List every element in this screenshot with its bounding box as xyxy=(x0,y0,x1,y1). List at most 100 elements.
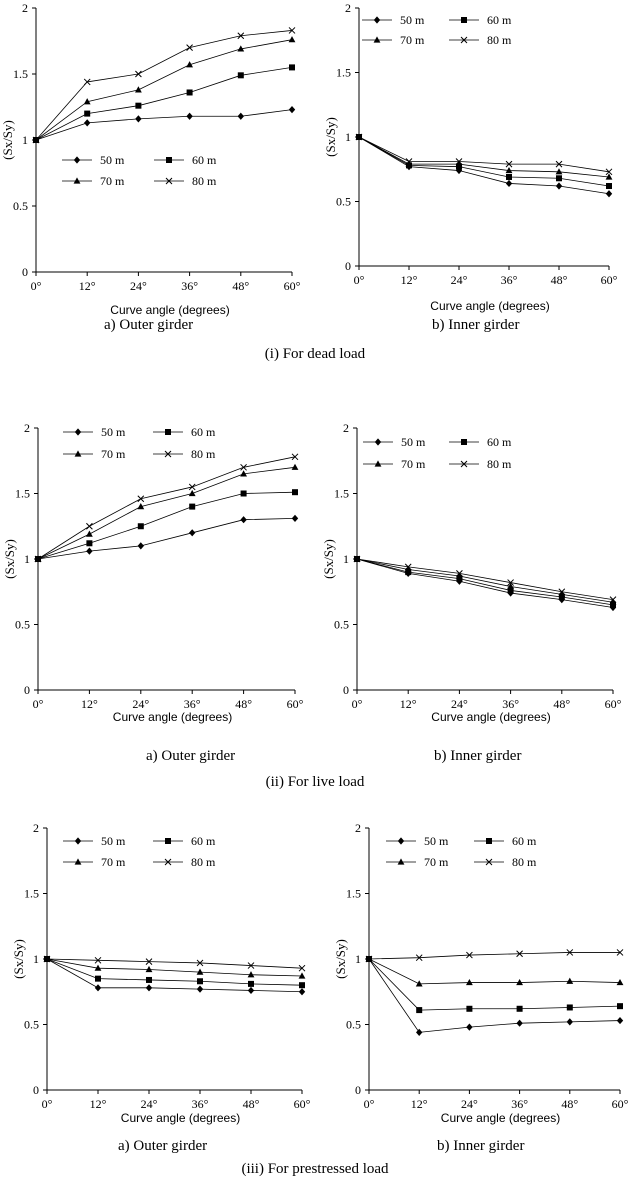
data-point xyxy=(186,44,193,51)
data-point xyxy=(516,1019,523,1027)
legend-marker xyxy=(374,438,382,446)
series-line xyxy=(35,109,293,141)
data-point xyxy=(506,173,512,180)
data-point xyxy=(616,978,624,986)
data-point xyxy=(455,160,463,167)
panel-caption: a) Outer girder xyxy=(146,748,235,764)
data-point xyxy=(415,954,423,962)
x-tick-label: 48° xyxy=(235,697,252,711)
data-point xyxy=(145,965,153,973)
panel-caption: b) Inner girder xyxy=(434,748,521,764)
data-point xyxy=(34,555,42,563)
y-tick-label: 0 xyxy=(24,683,30,697)
data-point xyxy=(135,102,142,109)
data-point xyxy=(137,542,144,550)
data-point xyxy=(616,1016,624,1025)
x-tick-label: 12° xyxy=(401,273,418,287)
data-point xyxy=(94,984,102,992)
x-tick-label: 24° xyxy=(451,697,468,711)
y-tick-label: 1 xyxy=(345,130,351,144)
x-axis-label: Curve angle (degrees) xyxy=(121,1111,240,1125)
y-tick-label: 2 xyxy=(345,1,351,15)
data-point xyxy=(43,955,51,963)
legend-marker xyxy=(397,858,405,865)
series-line xyxy=(358,136,610,178)
data-point xyxy=(556,175,562,182)
legend-marker xyxy=(397,837,405,845)
data-point xyxy=(288,106,296,114)
data-point xyxy=(365,955,373,963)
y-tick-label: 1 xyxy=(343,552,349,566)
x-tick-label: 12° xyxy=(90,1097,107,1111)
data-point xyxy=(617,1003,623,1010)
x-tick-label: 60° xyxy=(601,273,618,287)
x-tick-label: 0° xyxy=(364,1097,375,1111)
data-point xyxy=(186,89,193,96)
x-tick-label: 60° xyxy=(294,1097,311,1111)
series-line xyxy=(37,466,296,560)
x-axis-label: Curve angle (degrees) xyxy=(110,303,229,317)
legend-label: 80 m xyxy=(512,855,537,869)
y-tick-label: 2 xyxy=(24,421,30,435)
legend-label: 70 m xyxy=(424,855,449,869)
legend-label: 70 m xyxy=(401,457,426,471)
panel-caption: b) Inner girder xyxy=(432,317,519,333)
legend-marker xyxy=(460,36,468,44)
data-point xyxy=(186,112,193,120)
data-point xyxy=(298,988,306,996)
legend-label: 60 m xyxy=(191,425,216,439)
data-point xyxy=(558,588,566,596)
data-point xyxy=(84,110,91,117)
y-tick-label: 0.5 xyxy=(24,1018,39,1032)
y-tick-label: 1 xyxy=(24,552,30,566)
series-line xyxy=(356,558,614,606)
y-axis-label: (Sx/Sy) xyxy=(0,120,15,160)
y-tick-label: 0.5 xyxy=(346,1018,361,1032)
chart-panel: 0 0.5 1 1.5 2 0° 12° 24° 36° 48° 60° (Sx/Sy) Curve a… xyxy=(333,821,629,1154)
data-point xyxy=(135,115,142,123)
data-point xyxy=(291,514,299,522)
data-point xyxy=(456,572,463,579)
data-point xyxy=(86,547,93,555)
legend-marker xyxy=(74,837,82,845)
x-tick-label: 0° xyxy=(354,273,365,287)
legend-marker xyxy=(373,16,381,24)
x-tick-label: 24° xyxy=(461,1097,478,1111)
x-tick-label: 48° xyxy=(553,697,570,711)
data-point xyxy=(188,489,196,497)
legend-marker xyxy=(461,17,467,23)
y-tick-label: 1 xyxy=(22,133,28,147)
x-tick-label: 48° xyxy=(561,1097,578,1111)
x-tick-label: 36° xyxy=(501,273,518,287)
series-line xyxy=(35,39,293,141)
x-tick-label: 24° xyxy=(132,697,149,711)
x-tick-label: 24° xyxy=(141,1097,158,1111)
legend-marker xyxy=(485,858,493,866)
data-point xyxy=(94,964,102,971)
series-line xyxy=(37,456,296,560)
data-point xyxy=(558,590,566,597)
data-point xyxy=(299,982,305,989)
x-axis-label: Curve angle (degrees) xyxy=(431,710,550,724)
series-line xyxy=(46,958,303,977)
data-point xyxy=(146,976,152,983)
data-point xyxy=(288,36,296,43)
legend-label: 60 m xyxy=(512,834,537,848)
data-point xyxy=(137,523,144,530)
x-tick-label: 0° xyxy=(352,697,363,711)
chart-panel: 0 0.5 1 1.5 2 0° 12° 24° 36° 48° 60° (Sx/Sy) Curve a… xyxy=(321,421,622,764)
legend-marker xyxy=(164,450,172,458)
data-point xyxy=(86,540,93,547)
data-point xyxy=(247,971,255,978)
legend-label: 70 m xyxy=(101,447,126,461)
series-line xyxy=(46,958,303,993)
data-point xyxy=(558,593,565,600)
data-point xyxy=(237,32,245,40)
series-line xyxy=(368,958,621,1011)
x-tick-label: 24° xyxy=(451,273,468,287)
data-point xyxy=(135,70,142,78)
data-point xyxy=(555,168,563,175)
group-caption-prestressed-load: (iii) For prestressed load xyxy=(241,1161,389,1177)
y-tick-label: 0.5 xyxy=(336,195,351,209)
legend-marker xyxy=(74,858,82,865)
